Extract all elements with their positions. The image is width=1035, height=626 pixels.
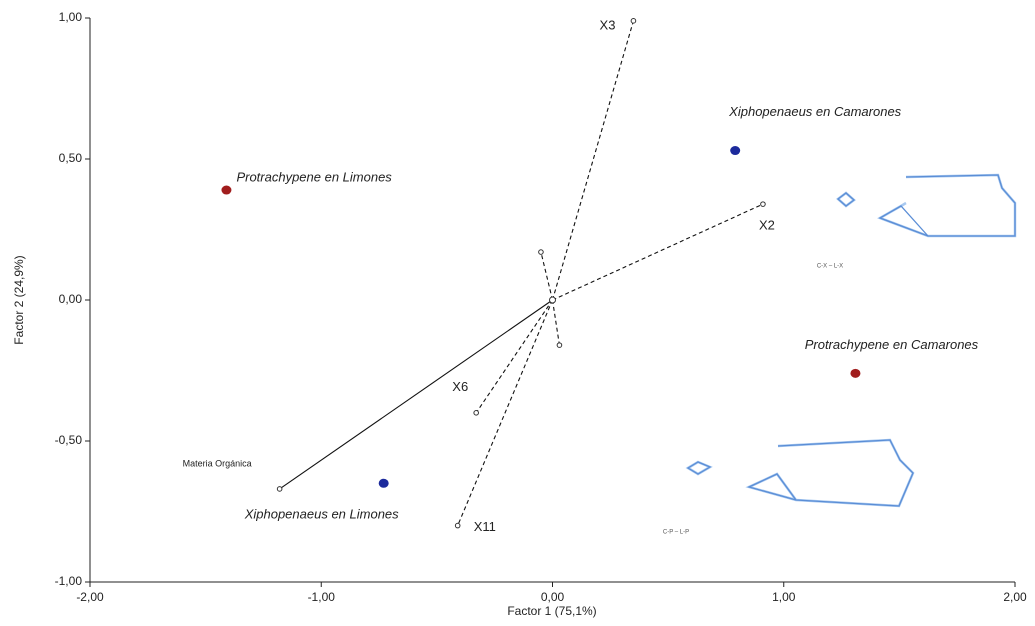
loading-vector	[540, 251, 554, 301]
decoration-top	[685, 173, 1017, 508]
group-label: Xiphopenaeus en Limones	[244, 507, 399, 522]
vector-label: X11	[474, 519, 496, 534]
vector-end	[276, 486, 283, 492]
y-tick-label: -0,50	[55, 433, 83, 447]
x-tick-label: 1,00	[772, 590, 796, 604]
annotation: C-X – L-X	[817, 264, 843, 270]
vector-end	[630, 18, 637, 24]
loading-vector	[457, 299, 554, 526]
group-label: Protrachypene en Camarones	[805, 337, 979, 352]
group-point	[730, 146, 741, 156]
origin	[549, 296, 556, 304]
vector-end	[760, 201, 766, 207]
loading-vector	[551, 20, 634, 301]
vector-label: X3	[600, 17, 616, 32]
x-tick-label: 2,00	[1003, 590, 1027, 604]
group-point	[221, 185, 232, 195]
vector-label: X2	[759, 218, 775, 233]
y-tick-label: 1,00	[59, 10, 83, 24]
loading-vector	[551, 299, 560, 346]
group-point	[378, 478, 389, 488]
vector-end	[454, 522, 461, 529]
vector-end	[538, 249, 544, 255]
x-tick-label: -2,00	[76, 590, 104, 604]
loading-vector	[475, 299, 553, 414]
y-tick-label: 0,50	[59, 151, 83, 165]
loading-vector	[279, 299, 553, 490]
vector-end	[473, 410, 479, 416]
y-tick-label: 0,00	[59, 292, 83, 306]
vector-end	[556, 342, 563, 348]
y-axis-label: Factor 2 (24,9%)	[12, 255, 26, 344]
y-tick-label: -1,00	[55, 574, 83, 588]
annotation: C-P – L-P	[663, 530, 689, 536]
loading-vector	[552, 203, 764, 301]
vector-label: X6	[452, 379, 468, 394]
x-axis-label: Factor 1 (75,1%)	[507, 604, 596, 618]
x-tick-label: -1,00	[308, 590, 336, 604]
x-tick-label: 0,00	[541, 590, 565, 604]
vector-label: Materia Orgánica	[183, 458, 252, 468]
group-label: Protrachypene en Limones	[236, 169, 392, 184]
group-point	[850, 368, 861, 378]
group-label: Xiphopenaeus en Camarones	[728, 104, 902, 119]
